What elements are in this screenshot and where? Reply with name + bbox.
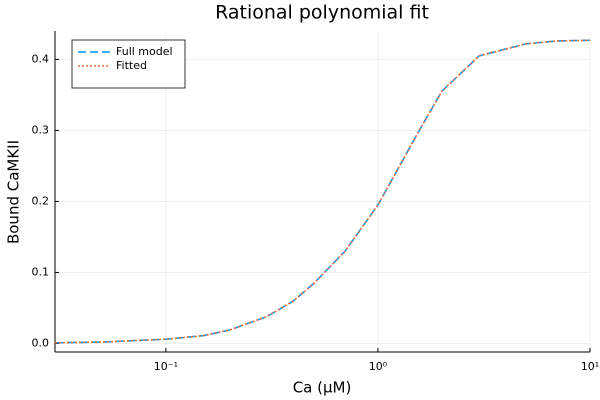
legend-label: Fitted xyxy=(116,59,147,72)
x-axis-label: Ca (μM) xyxy=(293,379,352,397)
chart-title: Rational polynomial fit xyxy=(215,2,429,24)
y-axis-label: Bound CaMKII xyxy=(5,140,23,244)
legend-label: Full model xyxy=(116,45,173,58)
x-tick-label: 10⁻¹ xyxy=(154,360,178,373)
line xyxy=(54,39,591,344)
y-tick-label: 0.0 xyxy=(32,336,50,349)
y-tick-label: 0.2 xyxy=(32,194,50,207)
x-tick-label: 10⁰ xyxy=(369,360,388,373)
x-tick-label: 10¹ xyxy=(581,360,599,373)
y-tick-label: 0.4 xyxy=(32,52,50,65)
y-tick-label: 0.3 xyxy=(32,123,50,136)
legend-box xyxy=(71,39,186,89)
y-tick-label: 0.1 xyxy=(32,265,50,278)
